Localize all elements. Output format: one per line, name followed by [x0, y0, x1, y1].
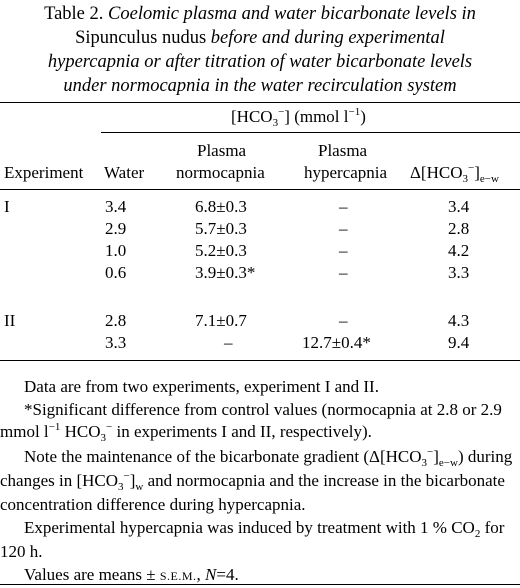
- cell-normo: 6.8±0.3: [195, 197, 247, 216]
- cell-hyper: –: [339, 311, 348, 330]
- cell-normo: 5.2±0.3: [195, 241, 247, 260]
- col-plasma-normo-line2: normocapnia: [176, 163, 265, 182]
- caption-species: Sipunculus nudus: [75, 28, 207, 48]
- caption-label: Table 2.: [44, 4, 104, 24]
- caption-text-1: Coelomic plasma and water bicarbonate le…: [108, 4, 476, 24]
- cell-normo: 3.9±0.3*: [195, 263, 256, 282]
- caption-text-2: before and during experimental: [210, 28, 445, 48]
- cell-hyper: –: [339, 197, 348, 216]
- cell-hyper: 12.7±0.4*: [302, 333, 371, 352]
- cell-normo: 7.1±0.7: [195, 311, 247, 330]
- cell-delta: 4.3: [448, 311, 470, 330]
- cell-hyper: –: [339, 219, 348, 238]
- cell-water: 0.6: [105, 263, 127, 282]
- note-3: Note the maintenance of the bicarbonate …: [0, 446, 513, 514]
- cell-normo: –: [224, 333, 233, 352]
- cell-water: 2.8: [105, 311, 127, 330]
- caption-line-4: under normocapnia in the water recircula…: [63, 76, 457, 96]
- table-notes: Data are from two experiments, experimen…: [0, 376, 520, 588]
- cell-normo: 5.7±0.3: [195, 219, 247, 238]
- cell-water: 1.0: [105, 241, 127, 260]
- cell-experiment: I: [4, 197, 10, 216]
- top-rule: [0, 102, 520, 103]
- col-plasma-hyper-line1: Plasma: [318, 141, 368, 160]
- cell-delta: 3.4: [448, 197, 470, 216]
- col-plasma-normo-line1: Plasma: [197, 141, 247, 160]
- cell-delta: 4.2: [448, 241, 470, 260]
- caption-line-3: hypercapnia or after titration of water …: [47, 52, 473, 72]
- table-caption: Table 2. Coelomic plasma and water bicar…: [0, 2, 520, 98]
- cell-water: 3.4: [105, 197, 127, 216]
- col-plasma-hyper-line2: hypercapnia: [304, 163, 388, 182]
- group-underline: [101, 132, 520, 133]
- col-experiment: Experiment: [4, 163, 84, 182]
- cell-delta: 2.8: [448, 219, 470, 238]
- note-1: Data are from two experiments, experimen…: [24, 377, 379, 396]
- final-rule: [0, 584, 520, 585]
- group-header: [HCO3−] (mmol l−1): [231, 106, 366, 129]
- note-2: *Significant difference from control val…: [0, 400, 502, 444]
- col-delta: Δ[HCO3−]e−w: [410, 162, 499, 185]
- cell-hyper: –: [339, 241, 348, 260]
- cell-water: 2.9: [105, 219, 127, 238]
- col-water: Water: [104, 163, 145, 182]
- cell-delta: 9.4: [448, 333, 470, 352]
- cell-delta: 3.3: [448, 263, 470, 282]
- header-rule: [0, 189, 520, 190]
- cell-experiment: II: [4, 311, 16, 330]
- note-5: Values are means ± S.E.M., N=4.: [24, 565, 239, 584]
- note-4: Experimental hypercapnia was induced by …: [0, 518, 505, 561]
- cell-water: 3.3: [105, 333, 127, 352]
- bottom-rule: [0, 360, 520, 361]
- cell-hyper: –: [339, 263, 348, 282]
